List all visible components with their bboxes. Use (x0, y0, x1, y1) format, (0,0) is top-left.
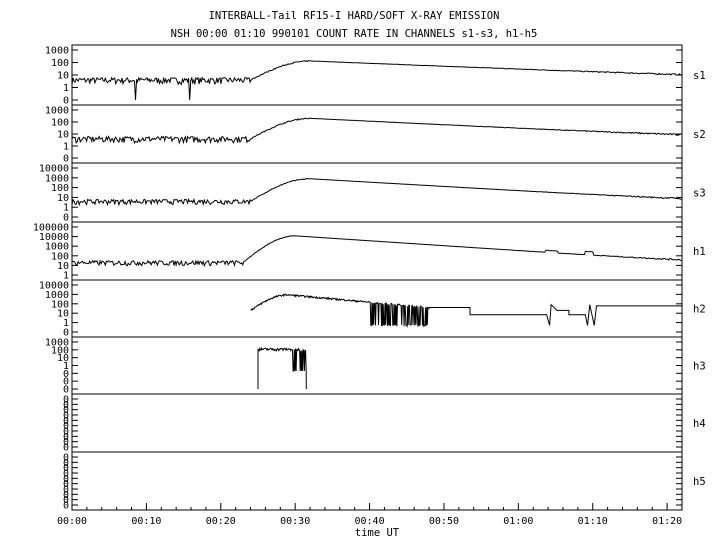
y-tick-label: 0 (63, 432, 69, 443)
y-tick-label: 100 (51, 345, 69, 356)
y-tick-label: 0 (63, 453, 69, 464)
y-tick-label: 1 (63, 361, 69, 372)
panel-name-label: h4 (693, 418, 706, 430)
y-tick-label: 0 (63, 395, 69, 406)
y-tick-label: 0 (63, 501, 69, 512)
y-tick-label: 0 (63, 443, 69, 454)
panel-name-label: h5 (693, 476, 706, 488)
y-tick-label: 1000 (45, 173, 69, 184)
x-tick-label: 01:10 (578, 516, 608, 527)
x-tick-label: 00:50 (429, 516, 459, 527)
x-tick-label: 00:30 (280, 516, 310, 527)
panel-name-label: h1 (693, 246, 706, 258)
x-axis: 00:00 00:10 00:20 00:30 00:40 00:50 01:00 01:10… (57, 503, 683, 527)
y-tick-label: 1000 (45, 338, 69, 349)
x-tick-label: 01:00 (503, 516, 533, 527)
panel-name-label: s2 (693, 129, 706, 141)
panel-frame (71, 336, 683, 395)
panel-name-label: s1 (693, 70, 706, 82)
y-tick-label: 0 (63, 485, 69, 496)
y-tick-label: 0 (63, 400, 69, 411)
y-tick-label: 0 (63, 328, 69, 339)
y-tick-label: 0 (63, 385, 69, 396)
y-tick-label: 1 (63, 142, 69, 153)
panel-frame (71, 44, 683, 106)
y-tick-label: 10 (57, 261, 69, 272)
y-tick-label: 1 (63, 83, 69, 94)
y-tick-label: 0 (63, 377, 69, 388)
y-tick-label: 0 (63, 405, 69, 416)
panel-name-label: h3 (693, 361, 706, 373)
y-tick-label: 0 (63, 469, 69, 480)
x-tick-label: 00:40 (355, 516, 385, 527)
y-tick-label: 0 (63, 416, 69, 427)
x-axis-label: time UT (355, 527, 400, 539)
y-tick-label: 0 (63, 437, 69, 448)
y-tick-label: 1 (63, 318, 69, 329)
y-tick-label: 10 (57, 130, 69, 141)
y-tick-label: 1000 (45, 106, 69, 117)
y-tick-label: 0 (63, 421, 69, 432)
y-tick-label: 0 (63, 213, 69, 224)
series-line-h3 (257, 346, 307, 390)
series-line-h1 (71, 235, 682, 268)
y-tick-label: 0 (63, 369, 69, 380)
y-tick-label: 100 (51, 58, 69, 69)
y-tick-label: 1000 (45, 290, 69, 301)
x-tick-label: 01:20 (652, 516, 682, 527)
y-tick-label: 10 (57, 309, 69, 320)
series-line-s1 (71, 60, 682, 101)
y-tick-label: 10000 (39, 164, 69, 175)
series-line-h2 (250, 293, 682, 328)
y-tick-label: 0 (63, 463, 69, 474)
panels-group: 10001001010s110001001010s210000100010010… (33, 44, 706, 512)
y-tick-label: 1000 (45, 46, 69, 57)
chart-subtitle: NSH 00:00 01:10 990101 COUNT RATE IN CHA… (171, 28, 538, 40)
y-tick-label: 0 (63, 427, 69, 438)
y-tick-label: 100 (51, 183, 69, 194)
y-tick-label: 100 (51, 299, 69, 310)
y-tick-label: 0 (63, 411, 69, 422)
y-tick-label: 100000 (33, 223, 69, 234)
series-line-s2 (71, 117, 682, 145)
panel-frame (71, 104, 683, 164)
y-tick-label: 1 (63, 271, 69, 282)
panel-name-label: h2 (693, 304, 706, 316)
panel-name-label: s3 (693, 188, 706, 200)
y-tick-label: 1000 (45, 242, 69, 253)
y-tick-label: 10 (57, 71, 69, 82)
y-tick-label: 10 (57, 193, 69, 204)
panel-frame (71, 221, 683, 281)
y-tick-label: 1 (63, 203, 69, 214)
y-tick-label: 0 (63, 458, 69, 469)
y-tick-label: 0 (63, 490, 69, 501)
chart-title: INTERBALL-Tail RF15-I HARD/SOFT X-RAY EM… (209, 10, 500, 22)
x-tick-label: 00:00 (57, 516, 87, 527)
panel-frame (71, 393, 683, 453)
x-tick-label: 00:10 (131, 516, 161, 527)
y-tick-label: 0 (63, 479, 69, 490)
y-tick-label: 0 (63, 495, 69, 506)
panel-frame (71, 451, 683, 511)
series-line-s3 (71, 177, 682, 207)
y-tick-label: 0 (63, 474, 69, 485)
y-tick-label: 100 (51, 251, 69, 262)
y-tick-label: 0 (63, 96, 69, 107)
panel-frame (71, 162, 683, 223)
y-tick-label: 10 (57, 353, 69, 364)
y-tick-label: 10000 (39, 281, 69, 292)
x-tick-label: 00:20 (206, 516, 236, 527)
y-tick-label: 100 (51, 118, 69, 129)
y-tick-label: 0 (63, 154, 69, 165)
y-tick-label: 10000 (39, 232, 69, 243)
